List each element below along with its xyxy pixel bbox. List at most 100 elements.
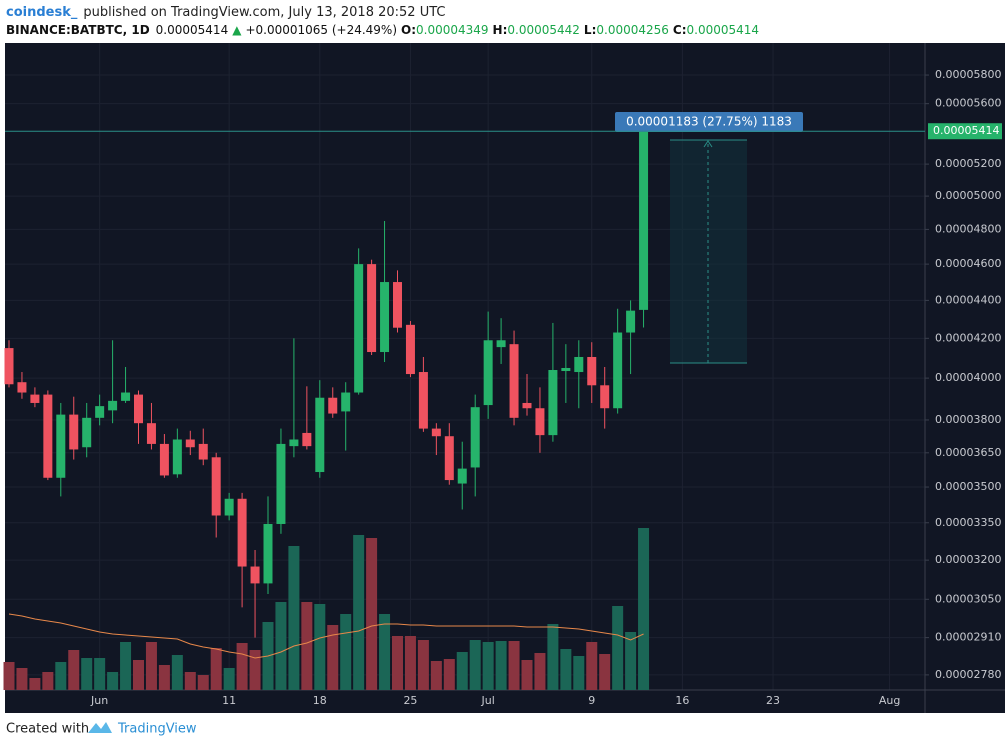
candle-layer [4,127,649,638]
candle-body [276,443,286,524]
volume-bar [42,672,54,690]
measure-label: 0.00001183 (27.75%) 1183 [626,115,792,129]
candle-body [354,264,364,393]
candle-body [172,439,182,475]
symbol: BINANCE:BATBTC, 1D [6,23,150,37]
ohlc-value: 0.00005414 [687,23,760,37]
candle-body [496,340,506,348]
volume-bar [29,678,41,690]
symbol-line: BINANCE:BATBTC, 1D 0.00005414 ▲ +0.00001065… [6,23,759,37]
volume-bar [482,642,494,690]
candle-body [574,356,584,373]
candle-body [561,367,571,372]
y-tick-label: 0.00004200 [935,331,1001,344]
candle-body [315,397,325,473]
volume-bar [107,672,119,690]
y-tick-label: 0.00004800 [935,222,1001,235]
change-arrow: ▲ [232,23,242,37]
candle-body [289,439,299,447]
x-tick-label: Jun [90,694,108,707]
candle-body [17,382,27,393]
volume-bar [612,606,624,690]
volume-bar [288,546,300,690]
volume-bar [353,535,365,690]
volume-bar [94,658,106,690]
y-tick-label: 0.00003650 [935,446,1001,459]
candle-body [82,417,92,448]
candle-body [211,457,221,516]
volume-ma-line [8,613,644,659]
measure-tool: 0.00001183 (27.75%) 1183 [615,112,803,364]
grid [5,43,925,690]
volume-layer [3,528,650,690]
candle-body [380,282,390,353]
candle-body [535,408,545,436]
volume-bar [573,656,585,690]
volume-bar [534,653,546,690]
volume-bar [392,636,403,690]
volume-bar [55,662,67,690]
y-tick-label: 0.00005600 [935,97,1001,110]
volume-bar [3,662,15,690]
candle-body [548,370,558,436]
candle-body [600,385,610,409]
volume-bar [404,636,416,690]
volume-bar [417,640,429,690]
candle-body [95,406,105,418]
measure-arrowhead [703,140,713,148]
volume-bar [469,640,481,690]
volume-bar [547,624,559,690]
ohlc-label: O: [401,23,416,37]
volume-bar [586,642,598,690]
volume-bar [223,668,235,690]
candle-body [146,423,156,444]
candle-body [263,523,273,584]
ohlc-value: 0.00004256 [596,23,669,37]
candle-body [587,356,597,386]
volume-bar [184,672,196,690]
candle-body [639,131,649,310]
volume-bar [301,602,313,690]
candle-body [431,428,441,437]
ohlc-value: 0.00005442 [507,23,580,37]
candle-body [522,402,532,409]
x-tick-label: Aug [879,694,900,707]
volume-bar [81,658,93,690]
ohlc-label: H: [493,23,508,37]
candle-body [134,394,143,424]
x-tick-label: 25 [403,694,417,707]
candle-body [198,443,208,460]
volume-bar [327,625,339,690]
volume-bar [430,661,442,690]
last-price: 0.00005414 [156,23,229,37]
volume-bar [275,602,287,690]
volume-bar [560,649,572,690]
candle-body [69,414,79,450]
footer-brand[interactable]: TradingView [117,722,197,737]
volume-bar [521,660,533,690]
y-tick-label: 0.00003200 [935,553,1001,566]
candle-body [444,436,454,481]
candle-body [613,332,623,409]
header-line: coindesk_ published on TradingView.com, J… [6,5,445,20]
volume-bar [210,648,222,690]
candle-body [108,400,118,411]
change: +0.00001065 (+24.49%) [245,23,397,37]
y-tick-label: 0.00005800 [935,68,1001,81]
candle-body [30,394,40,403]
candle-body [250,566,260,584]
volume-bar [249,650,261,690]
y-tick-label: 0.00004400 [935,293,1001,306]
volume-bar [625,632,637,690]
candle-body [185,439,195,448]
brand-logo [88,722,112,733]
candle-body [237,498,247,567]
x-tick-label: Jul [481,694,495,707]
candle-body [483,340,493,406]
last-price-box [928,123,1002,140]
volume-bar [599,654,611,690]
candle-body [367,264,377,353]
x-tick-label: 9 [588,694,595,707]
